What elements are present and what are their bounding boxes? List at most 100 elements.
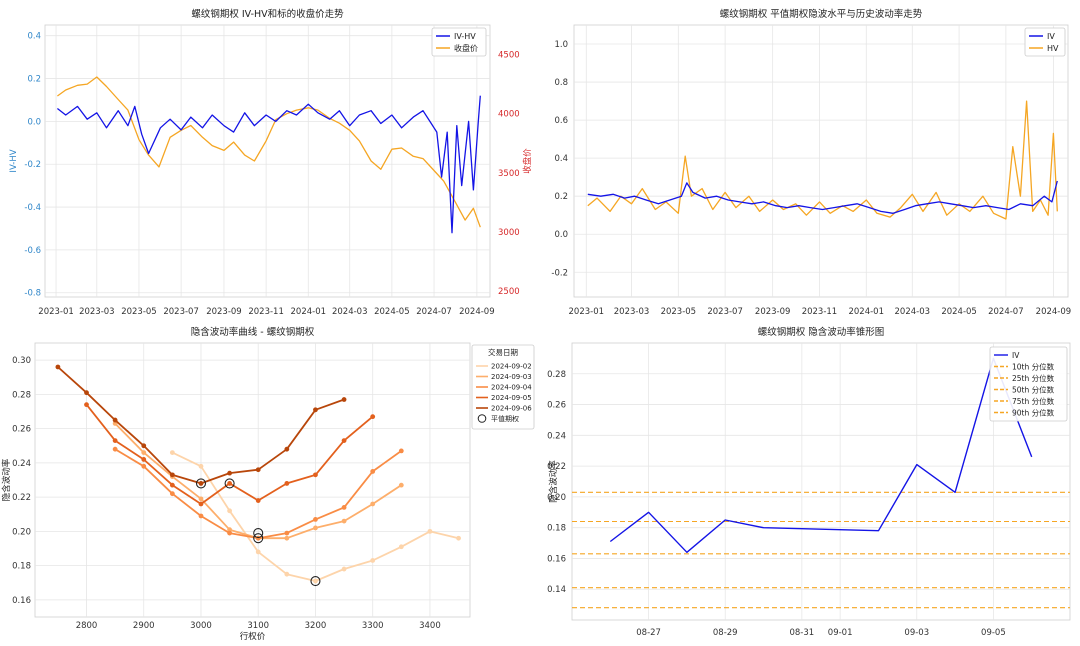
p0-x-tick-label: 2024-09: [459, 307, 495, 317]
p2-data-point-2024-09-05: [169, 482, 175, 488]
p1-y-tick-label: 0.4: [554, 154, 568, 164]
p2-x-tick-label: 3300: [362, 621, 384, 631]
p2-data-point-2024-09-02: [227, 508, 233, 514]
p1-series-iv-line: [587, 180, 1058, 214]
p2-y-tick-label: 0.18: [12, 562, 31, 572]
p1-legend-label-hv: HV: [1047, 44, 1059, 53]
p3-legend-label: IV: [1012, 351, 1020, 360]
p1-title: 螺纹钢期权 平值期权隐波水平与历史波动率走势: [720, 8, 923, 20]
p2-data-point-2024-09-05: [198, 501, 204, 507]
p2-data-point-2024-09-02: [370, 558, 376, 563]
p2-legend-label: 2024-09-02: [491, 363, 532, 371]
p0-x-tick-label: 2024-03: [332, 307, 368, 317]
p2-data-point-2024-09-05: [370, 414, 376, 420]
p0-x-tick-label: 2023-03: [79, 307, 115, 317]
p2-data-point-2024-09-03: [370, 501, 376, 507]
p1-y-tick-label: 0.0: [554, 230, 568, 240]
p0-right-axis-label: 收盘价: [522, 148, 533, 174]
p2-y-tick-label: 0.28: [12, 390, 31, 400]
p2-data-point-2024-09-05: [141, 457, 147, 462]
p1-x-tick-label: 2024-01: [848, 307, 884, 317]
p2-data-point-2024-09-02: [456, 535, 461, 541]
p2-data-point-2024-09-06: [227, 470, 233, 476]
p3-legend-box: [989, 346, 1068, 422]
p2-data-point-2024-09-05: [84, 402, 89, 408]
p3-legend-label: 50th 分位数: [1012, 385, 1055, 395]
p2-atm-option-marker: [253, 528, 264, 539]
p0-x-tick-label: 2023-05: [121, 307, 157, 317]
p2-data-point-2024-09-03: [313, 525, 318, 531]
p3-x-tick-label: 08-29: [713, 628, 738, 638]
p2-data-point-2024-09-04: [313, 516, 318, 522]
p3-y-tick-label: 0.14: [547, 585, 566, 595]
p2-x-tick-label: 3400: [419, 621, 441, 631]
p1-x-tick-label: 2023-03: [614, 307, 650, 317]
p0-plot-area: [44, 24, 491, 298]
p1-x-tick-label: 2024-03: [895, 307, 931, 317]
p2-legend-title: 交易日期: [488, 347, 518, 357]
p2-data-point-2024-09-04: [112, 446, 118, 452]
p0-y-tick-label: 0.0: [27, 117, 41, 127]
p1-y-tick-label: 1.0: [554, 40, 568, 50]
p0-y-tick-label: -0.2: [24, 160, 41, 170]
p2-data-point-2024-09-04: [341, 505, 347, 510]
p0-y-tick-label: -0.8: [24, 289, 41, 299]
p2-data-point-2024-09-02: [198, 463, 204, 469]
p1-x-tick-label: 2023-11: [802, 307, 838, 317]
p2-data-point-2024-09-03: [398, 482, 404, 488]
p2-data-point-2024-09-03: [284, 535, 290, 541]
p2-y-tick-label: 0.22: [12, 493, 31, 503]
p3-y-tick-label: 0.20: [547, 493, 566, 503]
p1-series-hv-line: [587, 100, 1058, 220]
p2-y-tick-label: 0.30: [12, 356, 31, 366]
p2-data-point-2024-09-06: [141, 443, 147, 449]
p0-legend-box: [431, 27, 487, 57]
p1-y-tick-label: 0.2: [554, 192, 568, 202]
p1-x-tick-label: 2024-09: [1036, 307, 1072, 317]
p0-series-close-price-line: [57, 76, 481, 228]
p3-y-tick-label: 0.16: [547, 554, 566, 564]
p3-title: 螺纹钢期权 隐含波动率锥形图: [758, 326, 885, 338]
p2-atm-option-marker: [224, 478, 235, 489]
p2-y-tick-label: 0.20: [12, 527, 31, 537]
p0-x-tick-label: 2023-07: [163, 307, 199, 317]
p2-data-point-2024-09-05: [313, 472, 318, 478]
p1-x-tick-label: 2023-09: [755, 307, 791, 317]
p3-legend-label: 25th 分位数: [1012, 373, 1055, 383]
p2-data-point-2024-09-03: [141, 450, 147, 455]
p3-series-iv-line: [609, 357, 1033, 553]
p2-data-point-2024-09-05: [284, 481, 290, 486]
p1-x-tick-label: 2024-07: [988, 307, 1024, 317]
p3-x-tick-label: 08-27: [636, 628, 661, 638]
p1-plot-area: [573, 24, 1069, 298]
p2-data-point-2024-09-05: [112, 438, 118, 444]
p2-title: 隐含波动率曲线 - 螺纹钢期权: [191, 326, 315, 338]
p2-data-point-2024-09-06: [255, 467, 261, 473]
p2-data-point-2024-09-02: [427, 528, 433, 534]
p2-data-point-2024-09-03: [227, 527, 233, 533]
p2-data-point-2024-09-03: [341, 518, 347, 524]
p1-x-tick-label: 2023-01: [569, 307, 605, 317]
p2-data-point-2024-09-05: [341, 438, 347, 444]
p2-data-point-2024-09-05: [255, 498, 261, 503]
p3-x-tick-label: 09-01: [828, 628, 853, 638]
p0-x-tick-label: 2023-09: [206, 307, 242, 317]
iv-hv-close-price-chart: 螺纹钢期权 IV-HV和标的收盘价走势 2023-01 2023-03 2023-05…: [9, 8, 533, 317]
p2-data-point-2024-09-04: [227, 530, 233, 536]
p3-y-tick-label: 0.26: [547, 401, 566, 411]
p1-legend-label-iv: IV: [1047, 32, 1055, 41]
p3-y-tick-label: 0.22: [547, 462, 566, 472]
p2-data-point-2024-09-02: [255, 549, 261, 555]
p2-atm-option-marker: [195, 478, 207, 489]
p3-legend-label: 10th 分位数: [1012, 362, 1055, 372]
p3-y-tick-label: 0.28: [547, 370, 566, 380]
p2-y-tick-label: 0.16: [12, 596, 31, 606]
volatility-smile-chart: 隐含波动率曲线 - 螺纹钢期权 2800 2900 3000 3100 3200 3300 3…: [1, 326, 535, 642]
p0-right-tick-label: 4500: [498, 51, 520, 61]
p0-right-tick-label: 3000: [498, 228, 520, 238]
p1-y-tick-label: -0.2: [551, 268, 568, 278]
p2-data-point-2024-09-02: [284, 571, 290, 577]
p0-right-tick-label: 3500: [498, 169, 520, 179]
p1-x-tick-label: 2024-05: [941, 307, 977, 317]
p3-y-tick-label: 0.18: [547, 524, 566, 534]
